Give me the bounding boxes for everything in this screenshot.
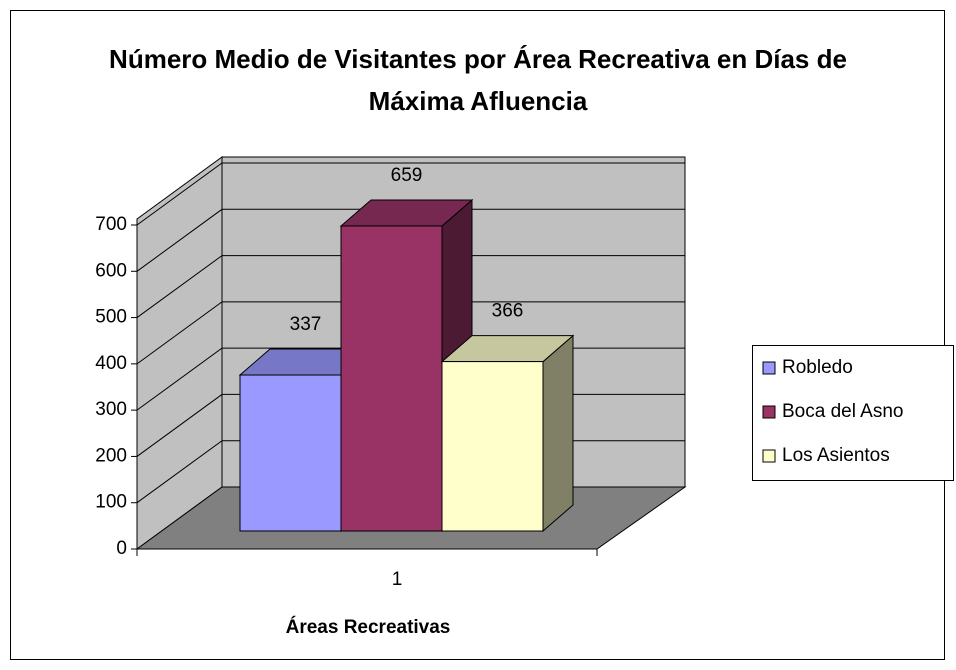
y-tick-label: 500 [95, 307, 127, 328]
legend-swatch [762, 449, 776, 463]
y-tick-label: 700 [95, 214, 127, 235]
legend-label: Los Asientos [782, 445, 890, 466]
y-tick-label: 400 [95, 353, 127, 374]
bar [239, 374, 342, 532]
chart-title: Número Medio de Visitantes por Área Recr… [109, 44, 847, 116]
y-tick-label: 200 [95, 445, 127, 466]
bar [441, 361, 544, 532]
x-tick-label: 1 [392, 569, 403, 590]
legend-label: Robledo [782, 357, 853, 378]
data-label: 366 [492, 301, 524, 322]
legend-label: Boca del Asno [782, 401, 903, 422]
bar [340, 225, 443, 532]
data-label: 337 [290, 314, 322, 335]
grid-line [136, 301, 685, 365]
y-tick-label: 300 [95, 399, 127, 420]
data-label: 659 [391, 165, 423, 186]
legend-swatch [762, 361, 776, 375]
y-tick-label: 100 [95, 492, 127, 513]
legend-swatch [762, 405, 776, 419]
grid-line [136, 208, 685, 272]
y-tick-label: 0 [116, 538, 127, 559]
legend [752, 345, 954, 481]
y-tick-label: 600 [95, 260, 127, 281]
bar-side [542, 334, 574, 533]
x-axis-label: Áreas Recreativas [286, 616, 451, 638]
grid-line [136, 255, 685, 318]
grid-line [136, 162, 685, 226]
